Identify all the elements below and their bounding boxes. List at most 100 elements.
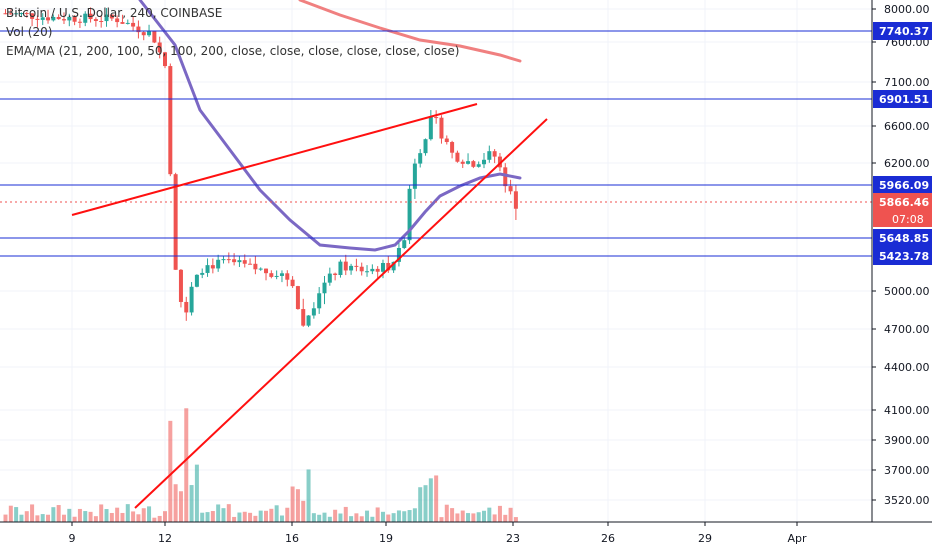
candle-body [365, 271, 370, 273]
volume-bar [46, 514, 51, 522]
legend-volume[interactable]: Vol (20) [6, 25, 53, 39]
candle-body [51, 16, 56, 21]
candle-body [125, 22, 130, 24]
volume-bar [354, 513, 359, 522]
candle-body [301, 309, 306, 326]
trend-lines [71, 103, 548, 509]
candle-body [30, 13, 35, 19]
countdown-label: 07:08 [892, 213, 924, 226]
volume-bar [471, 513, 476, 522]
volume-bar [487, 507, 492, 522]
candle-body [253, 263, 258, 270]
volume-bar [88, 511, 93, 522]
volume-bar [56, 505, 61, 522]
volume-bar [93, 516, 98, 522]
volume-bar [450, 508, 455, 522]
volume-bar [232, 516, 237, 522]
candle-body [83, 13, 88, 23]
volume-bar [317, 514, 322, 522]
volume-bar [210, 511, 215, 522]
volume-bar [418, 487, 423, 522]
candle-body [242, 260, 247, 264]
candle-body [354, 265, 359, 267]
candle-body [343, 261, 348, 271]
x-tick-label: 19 [379, 532, 393, 545]
candle-body [115, 18, 120, 23]
volume-bar [396, 510, 401, 522]
time-axis-bg [0, 522, 932, 550]
volume-bar [194, 464, 199, 522]
candle-body [163, 52, 167, 67]
volume-bar [460, 510, 465, 522]
volume-bar [205, 512, 210, 522]
y-tick-label: 3700.00 [884, 464, 930, 477]
volume-bar [279, 515, 284, 522]
volume-bar [264, 510, 269, 522]
volume-bar [513, 517, 518, 522]
candle-body [317, 293, 322, 309]
horizontal-levels [0, 30, 872, 257]
volume-bar [428, 478, 433, 522]
candle-body [61, 19, 66, 21]
price-level-badge [873, 22, 932, 40]
candle-body [210, 265, 215, 269]
volume-bar [67, 508, 72, 522]
candle-body [141, 32, 146, 36]
price-level-label: 5648.85 [879, 232, 929, 245]
candle-body [8, 13, 13, 15]
candle-body [109, 14, 114, 19]
volume-bar [285, 507, 290, 522]
candle-body [35, 18, 40, 20]
volume-bar [3, 514, 8, 522]
volume-bar [35, 515, 40, 522]
volume-bar [248, 512, 253, 522]
volume-bar [120, 512, 125, 522]
candle-body [19, 13, 24, 15]
volume-bar [24, 511, 29, 522]
volume-bar [189, 485, 194, 522]
volume-bars [3, 408, 518, 522]
candle-body [380, 262, 385, 272]
volume-bar [466, 513, 471, 522]
volume-bar [221, 508, 226, 522]
candle-body [46, 17, 51, 21]
candle-body [333, 273, 338, 275]
candle-body [386, 262, 391, 271]
volume-bar [444, 504, 449, 522]
candle-body [72, 16, 77, 22]
volume-bar [157, 515, 162, 522]
y-tick-label: 3520.00 [884, 494, 930, 507]
volume-bar [497, 505, 502, 522]
volume-bar [163, 511, 167, 522]
legend-symbol[interactable]: Bitcoin / U.S. Dollar, 240, COINBASE [6, 6, 223, 20]
candle-body [221, 259, 226, 261]
candle-body [508, 186, 513, 192]
candle-body [136, 26, 141, 33]
candle-body [290, 279, 295, 287]
candle-body [482, 159, 486, 165]
y-tick-label: 6200.00 [884, 157, 930, 170]
volume-bar [136, 514, 141, 522]
volume-bar [269, 508, 274, 522]
x-tick-label: 9 [69, 532, 76, 545]
volume-bar [311, 513, 316, 522]
candle-body [178, 269, 183, 302]
legend-ema[interactable]: EMA/MA (21, 200, 100, 50, 100, 200, clos… [6, 44, 460, 58]
candle-body [93, 19, 98, 22]
candle-body [418, 153, 423, 164]
candle-body [513, 191, 518, 209]
candle-body [120, 22, 125, 24]
price-level-badge [873, 247, 932, 265]
volume-bar [30, 504, 35, 522]
x-tick-label: 16 [285, 532, 299, 545]
price-level-badge [873, 176, 932, 194]
candle-body [24, 13, 29, 15]
volume-bar [242, 511, 247, 522]
candle-body [487, 151, 492, 160]
candle-body [157, 42, 162, 53]
volume-bar [226, 504, 231, 522]
candle-body [200, 272, 205, 275]
legend: Bitcoin / U.S. Dollar, 240, COINBASE Vol… [6, 4, 459, 61]
candle-body [77, 21, 82, 23]
